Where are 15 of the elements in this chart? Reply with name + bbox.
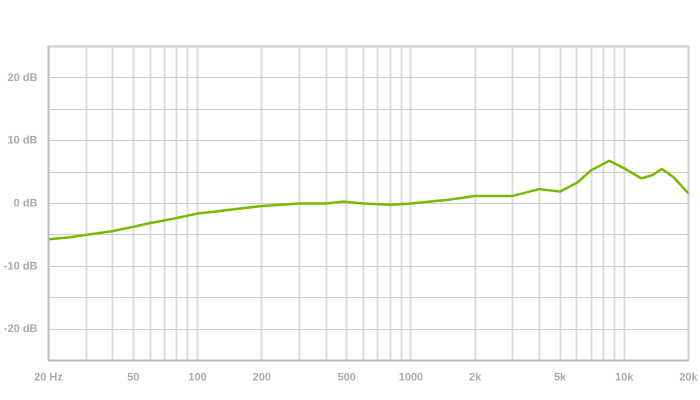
- y-tick-label: 20 dB: [8, 72, 38, 84]
- x-tick-label: 200: [252, 372, 272, 384]
- x-tick-label: 2k: [469, 372, 482, 384]
- x-tick-label: 20k: [679, 372, 699, 384]
- y-tick-label: 0 dB: [14, 198, 38, 210]
- x-tick-label: 100: [188, 372, 207, 384]
- y-tick-label: -20 dB: [4, 323, 38, 336]
- y-tick-label: 10 dB: [8, 134, 38, 147]
- x-tick-label: 50: [127, 372, 140, 384]
- x-tick-label: 20 Hz: [34, 372, 64, 384]
- x-tick-label: 1000: [398, 372, 424, 384]
- x-tick-label: 500: [338, 372, 356, 384]
- y-tick-label: -10 dB: [4, 260, 38, 272]
- x-tick-label: 5k: [554, 372, 568, 384]
- x-tick-label: 10k: [615, 372, 634, 384]
